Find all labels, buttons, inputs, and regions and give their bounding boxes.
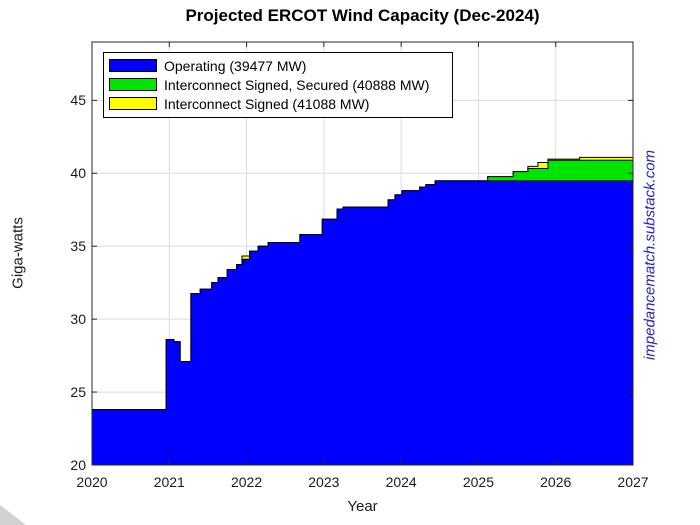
y-tick-label: 25 bbox=[70, 384, 86, 401]
x-tick-label: 2025 bbox=[462, 474, 494, 490]
legend-label-signed: Interconnect Signed (41088 MW) bbox=[164, 95, 370, 112]
x-tick-label: 2020 bbox=[76, 474, 108, 490]
corner-artifact bbox=[0, 505, 26, 525]
y-tick-label: 30 bbox=[70, 311, 86, 328]
x-tick-label: 2023 bbox=[308, 474, 340, 490]
legend-row-secured: Interconnect Signed, Secured (40888 MW) bbox=[104, 75, 452, 94]
y-tick-label: 40 bbox=[70, 165, 86, 182]
watermark-text: impedancematch.substack.com bbox=[641, 149, 659, 361]
legend-label-operating: Operating (39477 MW) bbox=[164, 57, 307, 74]
legend-swatch-signed bbox=[109, 97, 157, 110]
legend: Operating (39477 MW) Interconnect Signed… bbox=[103, 52, 453, 118]
area-operating bbox=[91, 180, 634, 466]
legend-swatch-secured bbox=[109, 78, 157, 91]
x-tick-label: 2024 bbox=[385, 474, 417, 490]
plot-border bbox=[91, 41, 634, 466]
x-tick-label: 2021 bbox=[153, 474, 185, 490]
legend-row-operating: Operating (39477 MW) bbox=[104, 56, 452, 75]
legend-swatch-operating bbox=[109, 59, 157, 72]
y-tick-label: 35 bbox=[70, 238, 86, 255]
x-axis-label: Year bbox=[347, 498, 378, 515]
x-tick-label: 2022 bbox=[230, 474, 263, 490]
x-tick-label: 2026 bbox=[540, 474, 572, 490]
legend-row-signed: Interconnect Signed (41088 MW) bbox=[104, 94, 452, 113]
y-tick-label: 20 bbox=[70, 457, 86, 473]
y-axis-label: Giga-watts bbox=[9, 217, 27, 289]
x-tick-label: 2027 bbox=[617, 474, 649, 490]
legend-label-secured: Interconnect Signed, Secured (40888 MW) bbox=[164, 76, 430, 93]
chart-title: Projected ERCOT Wind Capacity (Dec-2024) bbox=[185, 6, 540, 25]
y-tick-label: 45 bbox=[70, 92, 86, 109]
